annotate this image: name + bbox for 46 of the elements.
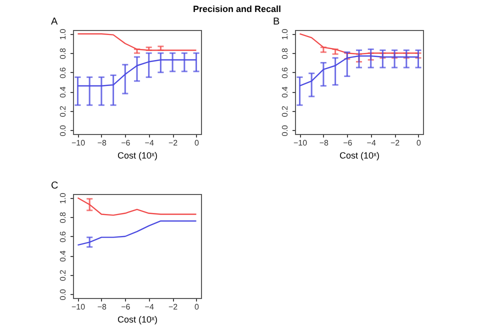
x-tick-label: −10 <box>71 302 86 312</box>
y-tick-label: 0.0 <box>58 124 68 136</box>
x-tick-label: −4 <box>144 138 154 148</box>
y-tick-label: 0.4 <box>58 250 68 262</box>
x-tick-label: −2 <box>168 302 178 312</box>
x-tick-label: −10 <box>293 138 308 148</box>
line-series <box>77 33 197 51</box>
y-tick-label: 0.4 <box>280 86 290 98</box>
y-tick-label: 0.6 <box>58 230 68 242</box>
x-tick-label: −6 <box>343 138 353 148</box>
x-axis-title: Cost (10ˣ) <box>118 314 158 324</box>
y-tick-label: 0.2 <box>280 105 290 117</box>
y-tick-label: 0.6 <box>58 66 68 78</box>
y-tick-label: 1.0 <box>58 192 68 204</box>
x-axis-title: Cost (10ˣ) <box>118 150 158 160</box>
y-tick-label: 0.8 <box>58 212 68 224</box>
x-tick-label: −10 <box>71 138 86 148</box>
y-tick-label: 0.6 <box>280 66 290 78</box>
y-tick-label: 1.0 <box>58 28 68 40</box>
x-tick-label: −6 <box>121 138 131 148</box>
line-series <box>77 197 197 216</box>
x-axis-title: Cost (10ˣ) <box>340 150 380 160</box>
y-tick-label: 1.0 <box>280 28 290 40</box>
x-tick-label: 0 <box>194 302 200 312</box>
x-tick-label: −8 <box>97 138 108 148</box>
x-tick-label: 0 <box>194 138 200 148</box>
x-tick-label: −2 <box>390 138 400 148</box>
x-tick-label: −8 <box>97 302 108 312</box>
y-tick-label: 0.4 <box>58 86 68 98</box>
y-tick-label: 0.8 <box>280 48 290 60</box>
x-tick-label: −2 <box>168 138 178 148</box>
y-tick-label: 0.2 <box>58 105 68 117</box>
y-tick-label: 0.2 <box>58 269 68 281</box>
chart-title: C <box>51 180 58 192</box>
y-tick-label: 0.0 <box>280 124 290 136</box>
x-tick-label: −4 <box>144 302 154 312</box>
x-tick-label: 0 <box>416 138 422 148</box>
y-tick-label: 0.0 <box>58 288 68 300</box>
x-tick-label: −4 <box>366 138 376 148</box>
line-series <box>77 220 197 246</box>
chart-title: B <box>273 16 280 28</box>
y-tick-label: 0.8 <box>58 48 68 60</box>
text: Precision and Recall <box>192 4 282 14</box>
x-tick-label: −6 <box>121 302 131 312</box>
x-tick-label: −8 <box>319 138 330 148</box>
chart-title: A <box>51 16 58 28</box>
